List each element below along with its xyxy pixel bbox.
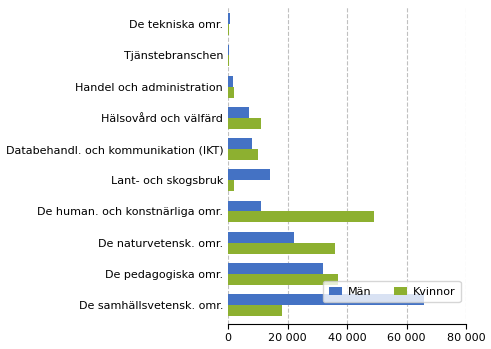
Bar [228, 232, 294, 243]
Bar [228, 274, 338, 285]
Bar [228, 243, 335, 253]
Bar [228, 24, 229, 35]
Bar [228, 138, 252, 149]
Bar [228, 180, 234, 191]
Legend: Män, Kvinnor: Män, Kvinnor [323, 281, 461, 302]
Bar [228, 76, 233, 87]
Bar [228, 107, 249, 118]
Bar [228, 169, 270, 180]
Bar [228, 87, 234, 98]
Bar [228, 149, 258, 160]
Bar [228, 55, 229, 66]
Bar [228, 13, 229, 24]
Bar [228, 118, 261, 129]
Bar [228, 305, 282, 316]
Bar [228, 211, 374, 222]
Bar [228, 45, 229, 55]
Bar [228, 263, 323, 274]
Bar [228, 201, 261, 211]
Bar [228, 294, 424, 305]
